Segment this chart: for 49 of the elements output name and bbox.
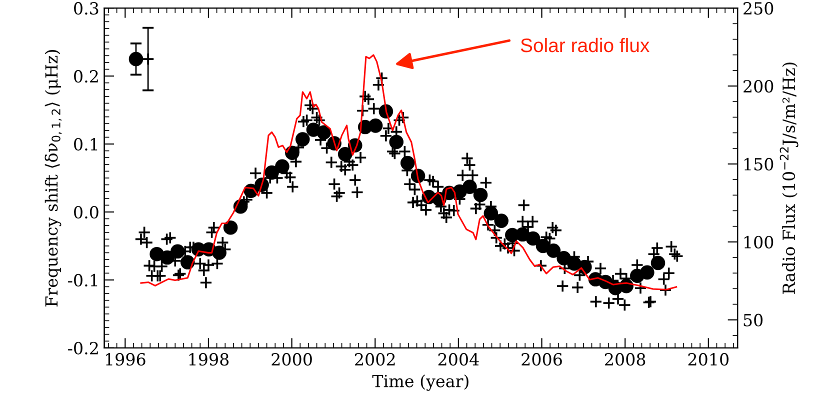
point xyxy=(494,214,509,228)
point xyxy=(180,255,195,270)
y2-axis-title: Radio Flux (10$^{−22}$J/s/m²/Hz) xyxy=(780,62,798,294)
x-tick-label: 2000 xyxy=(272,353,312,366)
point xyxy=(640,265,654,280)
y-tick-label: 0.2 xyxy=(74,70,98,83)
point xyxy=(526,231,540,246)
y-axis-title: Frequency shift ⟨δν$_{0,1,2}$⟩ (μHz) xyxy=(44,50,62,306)
x-tick-label: 2008 xyxy=(605,353,646,366)
point xyxy=(142,52,155,66)
point xyxy=(473,188,488,202)
point xyxy=(462,180,477,194)
point xyxy=(295,132,310,146)
point xyxy=(389,134,404,150)
point xyxy=(170,244,185,259)
y-tick-label: 0.3 xyxy=(74,2,98,15)
x-tick-label: 2010 xyxy=(688,353,729,366)
point xyxy=(368,118,383,133)
y2-tick-label: 50 xyxy=(744,314,763,326)
y2-tick-label: 100 xyxy=(744,236,774,248)
point xyxy=(264,165,279,180)
y-tick-label: 0.0 xyxy=(74,206,98,219)
x-tick-label: 1996 xyxy=(106,353,146,366)
point xyxy=(650,256,666,270)
point xyxy=(556,251,571,266)
x-tick-label: 2002 xyxy=(355,353,395,366)
y-tick-label: -0.1 xyxy=(68,274,98,287)
point xyxy=(275,159,290,174)
y2-tick-label: 200 xyxy=(744,80,774,93)
y-tick-label: 0.1 xyxy=(74,138,98,151)
annotation: Solar radio flux xyxy=(520,38,650,52)
y-tick-label: -0.2 xyxy=(68,342,98,354)
point xyxy=(128,52,144,66)
point xyxy=(484,206,498,220)
point xyxy=(223,220,238,235)
point xyxy=(338,147,352,162)
y2-tick-label: 150 xyxy=(744,158,774,171)
point xyxy=(536,238,550,254)
point xyxy=(400,156,415,170)
x-tick-label: 1998 xyxy=(189,353,229,366)
point xyxy=(316,125,332,140)
y2-tick-label: 250 xyxy=(744,2,774,15)
x-axis-title: Time (year) xyxy=(372,374,468,391)
point xyxy=(285,146,300,160)
point xyxy=(546,244,561,258)
point xyxy=(160,250,174,265)
point xyxy=(212,246,226,260)
x-tick-label: 2006 xyxy=(522,353,562,366)
x-tick-label: 2004 xyxy=(438,353,479,366)
